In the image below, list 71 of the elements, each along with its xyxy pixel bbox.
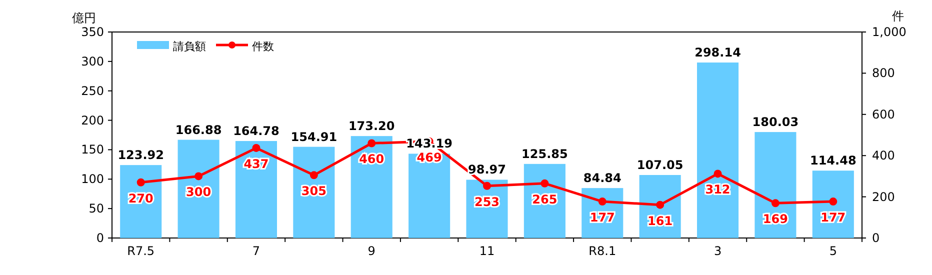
data-label: 253 (474, 194, 500, 209)
bar (235, 141, 277, 238)
y-axis-title: 億円 (72, 11, 96, 25)
data-label: 177 (820, 210, 846, 225)
point (714, 170, 722, 178)
y2-tick-label: 800 (872, 66, 895, 80)
data-label: 300 (186, 185, 212, 200)
data-label: 166.88 (175, 122, 222, 137)
data-label: 180.03 (752, 115, 799, 130)
data-label: 161 (648, 214, 673, 228)
data-label: 84.84 (583, 171, 622, 186)
point (310, 171, 318, 180)
y2-tick-label: 600 (872, 107, 895, 122)
y2-axis-title: 件 (892, 9, 904, 23)
data-label: 177 (590, 210, 615, 225)
y-tick-label: 0 (96, 231, 104, 245)
bar (697, 62, 739, 238)
bar (120, 165, 162, 238)
data-label: 298.14 (694, 46, 741, 60)
x-tick-label: R7.5 (127, 244, 155, 258)
data-label: 125.85 (522, 146, 568, 161)
y2-tick-label: 1,000 (872, 25, 906, 39)
point (483, 182, 491, 190)
x-tick-label: 11 (479, 244, 495, 258)
point (656, 200, 664, 209)
bar (812, 170, 854, 238)
point (136, 178, 145, 186)
bar (293, 146, 335, 238)
y-tick-label: 250 (81, 84, 104, 98)
data-label: 265 (532, 192, 558, 206)
data-label: 114.48 (810, 154, 856, 168)
x-tick-label: R8.1 (588, 244, 616, 258)
y-tick-label: 100 (81, 172, 104, 186)
y2-tick-label: 400 (872, 148, 895, 163)
legend-label: 請負額 (173, 40, 206, 53)
point (598, 198, 606, 206)
y-tick-label: 350 (81, 25, 104, 39)
bar (408, 154, 450, 238)
bar (350, 136, 392, 238)
y-tick-label: 300 (81, 54, 104, 68)
data-label: 437 (244, 156, 269, 171)
data-label: 305 (301, 184, 326, 198)
y-tick-label: 50 (88, 202, 104, 216)
point (252, 144, 260, 152)
data-label: 270 (128, 191, 154, 206)
point (540, 179, 549, 188)
data-label: 123.92 (118, 148, 164, 162)
point (194, 172, 203, 180)
y-tick-label: 150 (81, 142, 104, 157)
x-tick-label: 9 (368, 244, 376, 258)
data-label: 173.20 (348, 119, 395, 134)
x-tick-label: 7 (252, 244, 260, 258)
data-label: 98.97 (468, 162, 506, 177)
y2-tick-label: 0 (872, 231, 880, 245)
data-label: 107.05 (636, 158, 684, 172)
point (368, 139, 376, 148)
data-label: 469 (416, 150, 442, 164)
y2-tick-label: 200 (872, 190, 895, 204)
y-tick-label: 200 (81, 113, 104, 128)
point (771, 199, 780, 208)
data-label: 164.78 (233, 124, 280, 138)
legend-label: 件数 (252, 40, 274, 53)
data-label: 312 (705, 182, 730, 197)
data-label: 154.91 (290, 130, 338, 144)
x-tick-label: 3 (714, 244, 722, 258)
point (829, 198, 838, 206)
x-tick-label: 5 (829, 244, 837, 258)
bar (754, 132, 796, 238)
bar (178, 140, 220, 238)
data-label: 460 (359, 152, 384, 166)
data-label: 169 (762, 212, 788, 226)
